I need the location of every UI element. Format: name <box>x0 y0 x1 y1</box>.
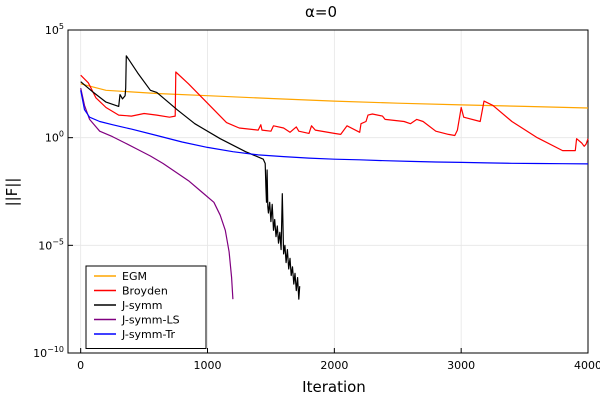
series-group <box>80 55 589 300</box>
chart-title: α=0 <box>305 3 337 21</box>
legend-label: J-symm <box>121 299 163 312</box>
y-tick-label: 100 <box>45 130 64 145</box>
y-tick-label: 10−10 <box>33 345 64 360</box>
legend-label: EGM <box>122 270 147 283</box>
x-tick-label: 2000 <box>320 359 348 372</box>
legend-label: J-symm-Tr <box>121 328 176 341</box>
series-line-broyden <box>80 71 589 152</box>
legend-label: Broyden <box>122 285 168 298</box>
y-tick-exponent: −10 <box>47 345 64 354</box>
x-tick-label: 3000 <box>447 359 475 372</box>
y-tick-exponent: 0 <box>59 130 64 139</box>
series-line-j-symm-ls <box>80 87 234 300</box>
y-tick-base: 10 <box>38 239 52 252</box>
y-tick-base: 10 <box>33 347 47 360</box>
y-tick-label: 10−5 <box>38 237 64 252</box>
x-tick-label: 4000 <box>574 359 600 372</box>
legend-label: J-symm-LS <box>121 314 180 327</box>
x-ticks: 0 1000 2000 3000 4000 <box>77 348 600 372</box>
y-tick-label: 105 <box>45 22 64 37</box>
legend-box <box>85 265 207 349</box>
plot-frame <box>67 29 589 354</box>
x-axis-title: Iteration <box>302 378 366 396</box>
y-tick-exponent: −5 <box>52 237 64 246</box>
y-tick-base: 10 <box>45 24 59 37</box>
y-axis-title: ||F|| <box>3 178 21 207</box>
series-line-j-symm-tr <box>80 90 589 165</box>
y-tick-exponent: 5 <box>59 22 64 31</box>
x-tick-label: 1000 <box>194 359 222 372</box>
x-tick-label: 0 <box>77 359 84 372</box>
series-line-j-symm <box>80 55 301 300</box>
y-tick-base: 10 <box>45 132 59 145</box>
